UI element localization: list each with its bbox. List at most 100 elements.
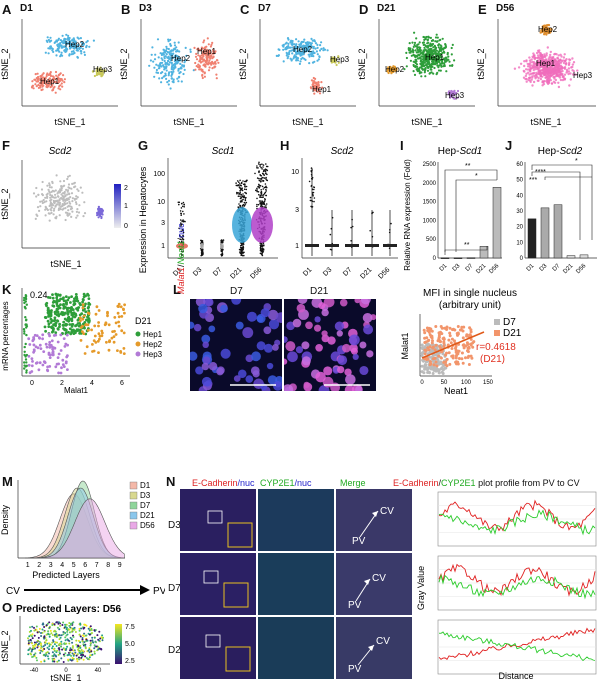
panel-l-regression-line bbox=[421, 331, 485, 359]
panel-o-xtick-40: 40 bbox=[95, 668, 102, 674]
svg-text:D7: D7 bbox=[140, 501, 151, 510]
svg-text:9: 9 bbox=[118, 562, 122, 569]
panel-j-sig-1: **** bbox=[535, 169, 546, 176]
panel-m-curves bbox=[24, 480, 125, 559]
panel-l-mfi-points bbox=[420, 325, 476, 375]
svg-text:D56: D56 bbox=[575, 263, 587, 275]
svg-text:D56: D56 bbox=[140, 521, 155, 530]
panel-l-legend-d21: D21 bbox=[503, 328, 522, 339]
panel-g-ytick-1: 1 bbox=[161, 243, 165, 250]
panel-f-ylabel: tSNE_2 bbox=[0, 188, 10, 219]
panel-g-ytick-100: 100 bbox=[153, 171, 165, 178]
svg-text:D1: D1 bbox=[140, 481, 151, 490]
panel-label-b: B bbox=[121, 2, 131, 17]
panel-label-k: K bbox=[2, 282, 12, 297]
panel-o-scale-50: 5.0 bbox=[125, 641, 135, 648]
panel-n-d21-cyp bbox=[258, 617, 334, 679]
svg-text:10: 10 bbox=[516, 240, 523, 246]
panel-o-xlabel: tSNE_1 bbox=[50, 673, 81, 682]
svg-text:D3: D3 bbox=[192, 266, 203, 277]
panel-n-d21-merge bbox=[336, 617, 412, 679]
panel-o-points bbox=[27, 621, 104, 663]
tsne-c-points bbox=[275, 37, 340, 95]
panel-e-cluster-hep2: Hep2 bbox=[538, 25, 558, 34]
panel-h-violin: Scd2 10 3 1 D1 D3 D7 D21 D56 bbox=[291, 146, 398, 280]
svg-text:0: 0 bbox=[433, 256, 437, 262]
panel-f-tsne: Scd2 2 1 0 tSNE_1 tSNE_2 bbox=[0, 146, 128, 269]
panel-l-mfi-scatter: MFI in single nucleus (arbitrary unit) M… bbox=[400, 288, 522, 396]
panel-e-xlabel: tSNE_1 bbox=[530, 117, 561, 127]
svg-text:2: 2 bbox=[37, 562, 41, 569]
panel-l-legend-d7: D7 bbox=[503, 317, 516, 328]
panel-n-d21-cv: CV bbox=[376, 636, 390, 647]
panel-n-d3-merge bbox=[336, 489, 412, 551]
panel-m-xlabel: Predicted Layers bbox=[32, 570, 100, 580]
panel-c-xlabel: tSNE_1 bbox=[292, 117, 323, 127]
panel-label-g: G bbox=[138, 138, 149, 153]
panel-d-title: D21 bbox=[377, 3, 396, 14]
panel-n-d3-cyp bbox=[258, 489, 334, 551]
svg-text:5: 5 bbox=[72, 562, 76, 569]
svg-text:D7: D7 bbox=[552, 263, 562, 273]
svg-text:1500: 1500 bbox=[423, 200, 437, 206]
svg-text:60: 60 bbox=[516, 162, 523, 168]
panel-l-corr: r=0.4618 bbox=[476, 342, 516, 353]
panel-label-n: N bbox=[166, 474, 176, 489]
svg-text:D1: D1 bbox=[439, 263, 449, 273]
panel-n-row-d7: D7 bbox=[168, 583, 181, 594]
panel-k-ylabel: mRNA percentages bbox=[1, 301, 10, 370]
panel-label-i: I bbox=[400, 138, 404, 153]
panel-o-ylabel: tSNE_2 bbox=[0, 630, 10, 661]
panel-i-sig-lines bbox=[444, 169, 498, 255]
panel-k-value: 0.24 bbox=[30, 290, 48, 300]
panel-l-mfi-title: MFI in single nucleus bbox=[423, 288, 517, 299]
panel-f-scale-0: 0 bbox=[124, 223, 128, 230]
svg-text:D21: D21 bbox=[359, 266, 373, 280]
panel-b-tsne: tSNE_1 tSNE_2 Hep1 Hep2 bbox=[119, 19, 237, 127]
panel-label-m: M bbox=[2, 474, 13, 489]
panel-l-xtick-0: 0 bbox=[420, 380, 424, 386]
panel-o-colorbar bbox=[115, 624, 122, 664]
panel-label-a: A bbox=[2, 2, 12, 17]
panel-c-title: D7 bbox=[258, 3, 271, 14]
svg-text:1000: 1000 bbox=[423, 218, 437, 224]
panel-e-ylabel: tSNE_2 bbox=[476, 48, 486, 79]
panel-d-cluster-hep2: Hep2 bbox=[385, 65, 405, 74]
panel-k-xtick-6: 6 bbox=[120, 380, 124, 387]
panel-k-xtick-0: 0 bbox=[30, 380, 34, 387]
svg-text:2500: 2500 bbox=[423, 162, 437, 168]
panel-i-ylabel: Relative RNA expression (Fold) bbox=[403, 159, 412, 271]
svg-text:D3: D3 bbox=[539, 263, 549, 273]
panel-j-sig-2: *** bbox=[529, 177, 537, 184]
panel-k-legend-hep1: Hep1 bbox=[143, 330, 163, 339]
panel-l-mfi-ylabel: Malat1 bbox=[400, 332, 410, 359]
panel-b-xlabel: tSNE_1 bbox=[173, 117, 204, 127]
panel-a-cluster-hep3: Hep3 bbox=[93, 65, 113, 74]
panel-k-legend-title: D21 bbox=[135, 316, 152, 326]
panel-j-sig-3: * bbox=[575, 158, 578, 165]
panel-n-d7-cyp bbox=[258, 553, 334, 615]
panel-n-col3-title: Merge bbox=[340, 478, 366, 488]
panel-g-violin: Scd1 Expression in Hepatocytes 100 10 3 … bbox=[138, 146, 278, 280]
svg-text:1: 1 bbox=[26, 562, 30, 569]
svg-text:D1: D1 bbox=[302, 266, 313, 277]
panel-e-tsne: tSNE_1 tSNE_2 Hep2 Hep1 Hep3 bbox=[476, 19, 596, 127]
panel-b-cluster-hep2: Hep2 bbox=[171, 54, 191, 63]
tsne-d-points bbox=[386, 31, 460, 100]
panel-l-corr-group: (D21) bbox=[480, 354, 505, 365]
panel-c-tsne: tSNE_1 tSNE_2 Hep2 Hep3 Hep1 bbox=[238, 19, 356, 127]
panel-m-cv-label: CV bbox=[6, 586, 20, 596]
tsne-a-points bbox=[30, 33, 107, 94]
panel-h-violins bbox=[305, 167, 397, 256]
panel-o-scale-75: 7.5 bbox=[125, 624, 135, 631]
panel-d-ylabel: tSNE_2 bbox=[357, 48, 367, 79]
panel-n-profiles: Gray Value Distance bbox=[416, 491, 597, 681]
panel-label-f: F bbox=[2, 138, 10, 153]
svg-text:3: 3 bbox=[49, 562, 53, 569]
tsne-e-points bbox=[513, 23, 579, 89]
panel-m-pv-label: PV bbox=[153, 586, 165, 596]
panel-label-d: D bbox=[359, 2, 369, 17]
panel-k-xtick-4: 4 bbox=[90, 380, 94, 387]
